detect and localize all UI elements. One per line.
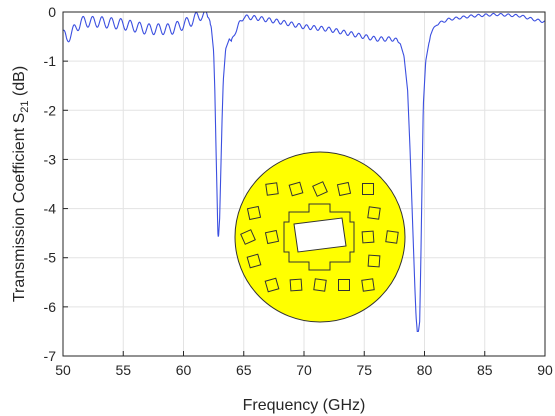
y-axis-title-main: Transmission Coefficient S: [11, 113, 28, 302]
y-axis-title-subscript: 21: [19, 101, 31, 113]
patch-square: [312, 181, 328, 197]
x-tick-label: 65: [236, 362, 252, 378]
patch-square: [264, 277, 280, 293]
patch-square: [313, 278, 327, 292]
patch-square: [362, 183, 374, 195]
patch-square: [361, 278, 375, 292]
patch-square: [338, 279, 350, 291]
y-tick-label: -1: [44, 53, 57, 69]
x-tick-label: 75: [356, 362, 372, 378]
slot-aperture: [293, 217, 347, 253]
x-tick-label: 90: [537, 362, 553, 378]
y-axis-ticks: 0 -1 -2 -3 -4 -5 -6 -7: [44, 4, 68, 364]
y-axis-title: Transmission Coefficient S21 (dB): [11, 66, 31, 302]
x-axis-ticks: 50 55 60 65 70 75 80 85 90: [55, 351, 553, 378]
patch-square: [367, 254, 381, 268]
x-tick-label: 55: [115, 362, 131, 378]
patch-square: [288, 181, 304, 197]
patch-square: [246, 253, 262, 269]
y-tick-label: -2: [44, 102, 57, 118]
patch-square: [367, 206, 381, 220]
x-tick-label: 70: [296, 362, 312, 378]
series-line: [62, 11, 546, 332]
y-tick-label: -7: [44, 348, 57, 364]
patch-square: [246, 205, 262, 221]
y-tick-label: -6: [44, 299, 57, 315]
y-tick-label: -4: [44, 201, 57, 217]
patch-square: [336, 181, 352, 197]
x-tick-label: 80: [417, 362, 433, 378]
y-axis-title-unit: (dB): [11, 66, 28, 101]
patch-square: [264, 229, 280, 245]
x-tick-label: 60: [176, 362, 192, 378]
patch-square: [361, 230, 375, 244]
patch-square: [265, 182, 279, 196]
x-axis-title: Frequency (GHz): [243, 397, 366, 414]
unit-cell-inset: [234, 151, 406, 323]
series-layer: [62, 11, 546, 332]
patch-square: [385, 230, 399, 244]
slot-frame: [283, 203, 355, 271]
x-tick-label: 50: [55, 362, 71, 378]
y-tick-label: 0: [48, 4, 56, 20]
x-tick-label: 85: [477, 362, 493, 378]
patch-square: [240, 229, 256, 245]
y-tick-label: -3: [44, 151, 57, 167]
patch-square: [289, 278, 303, 292]
y-tick-label: -5: [44, 250, 57, 266]
